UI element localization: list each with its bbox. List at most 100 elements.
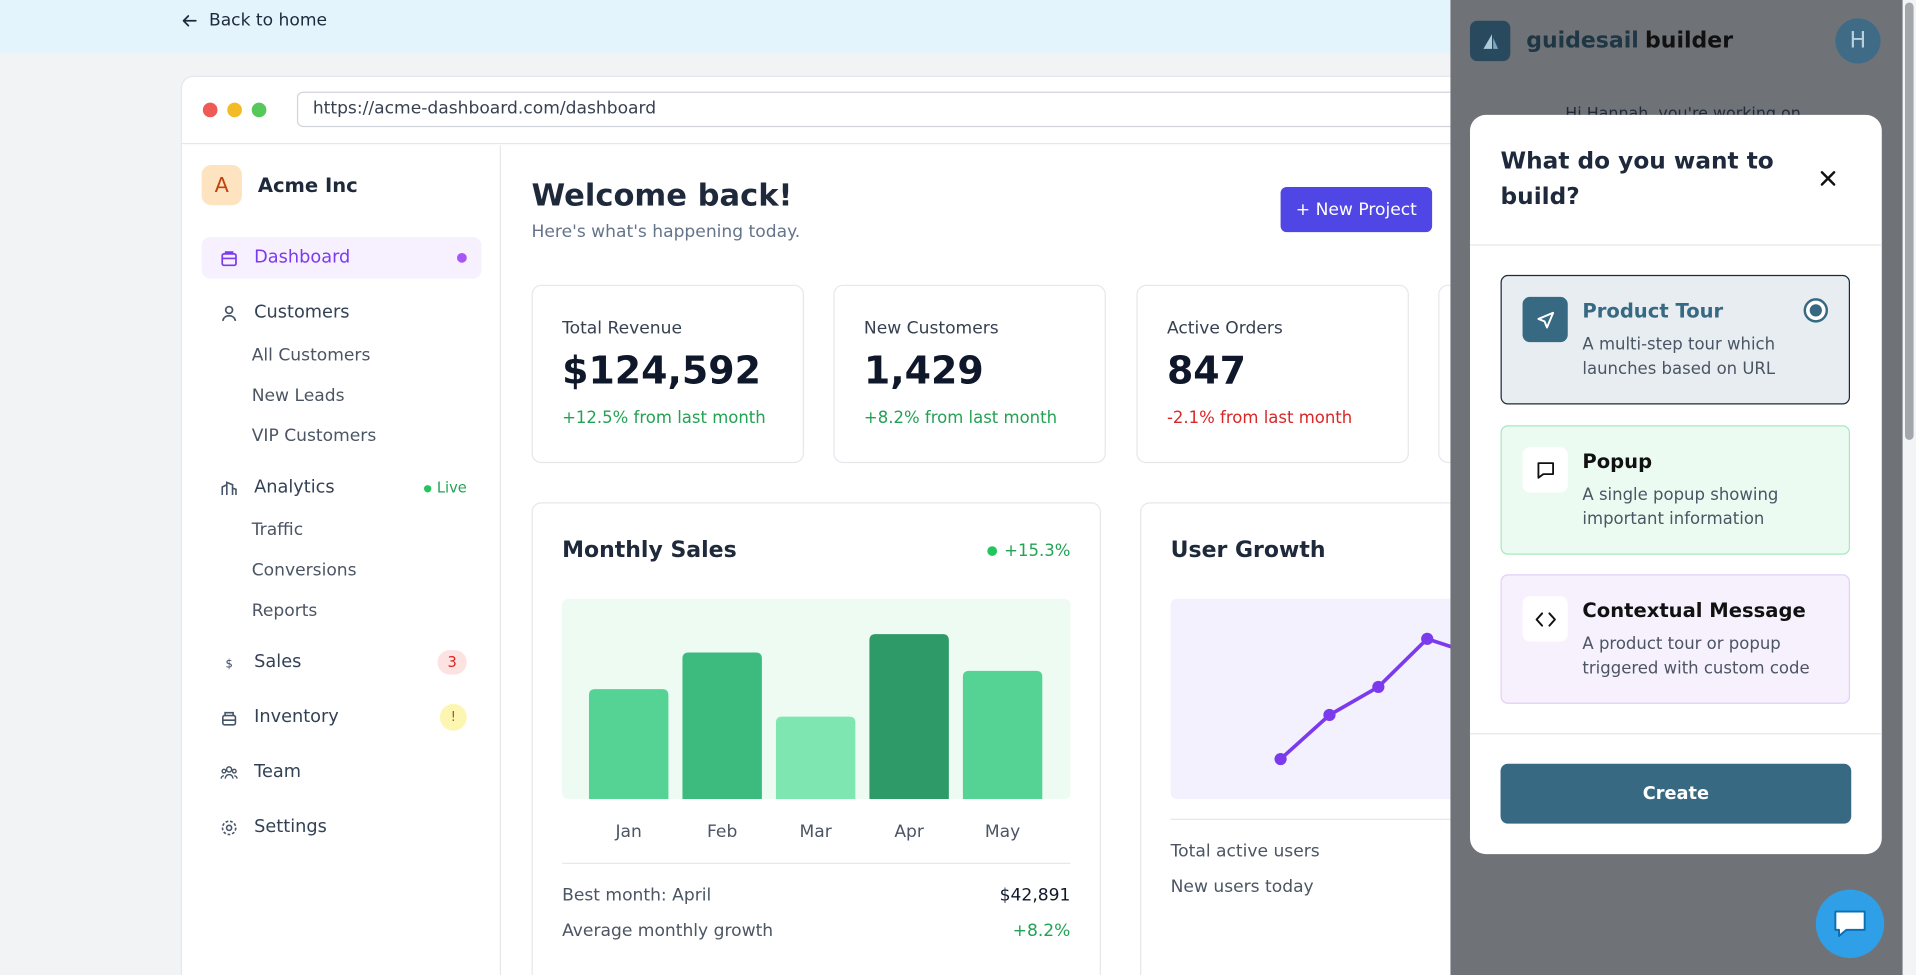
sales-count-badge: 3 <box>437 650 467 675</box>
radio-selected[interactable] <box>1803 298 1829 323</box>
bar-jan[interactable] <box>588 689 669 800</box>
brand: A Acme Inc <box>201 164 358 206</box>
sidebar-item-settings[interactable]: Settings <box>202 806 482 848</box>
sidebar-subitem-vip-customers[interactable]: VIP Customers <box>251 426 377 447</box>
browser-chrome: https://acme-dashboard.com/dashboard <box>182 77 1500 145</box>
brand-avatar: A <box>201 164 242 206</box>
analytics-icon <box>219 478 239 498</box>
growth-point-1[interactable] <box>1274 752 1287 766</box>
monthly-sales-panel: Monthly Sales +15.3% Jan Feb Mar Apr May Bes… <box>531 502 1101 975</box>
sidebar-subitem-reports[interactable]: Reports <box>251 601 318 621</box>
sidebar-subitem-conversions[interactable]: Conversions <box>251 560 357 581</box>
back-to-home-link[interactable]: Back to home <box>181 11 327 31</box>
bar-feb[interactable] <box>682 652 762 800</box>
stat-change: +8.2% from last month <box>863 408 1058 428</box>
stat-card-orders: Active Orders 847 -2.1% from last month <box>1136 284 1409 464</box>
divider <box>1469 733 1882 735</box>
active-dot <box>457 252 467 263</box>
bar-label-jan: Jan <box>615 822 642 842</box>
option-title: Popup <box>1582 449 1653 473</box>
option-desc: A multi-step tour which launches based o… <box>1582 334 1776 379</box>
create-button[interactable]: Create <box>1500 763 1852 824</box>
scrollbar-thumb[interactable] <box>1905 2 1914 440</box>
main-content: Welcome back! Here's what's happening to… <box>502 145 1500 975</box>
option-desc: A single popup showing important informa… <box>1582 485 1779 530</box>
sales-growth-badge: +15.3% <box>987 541 1070 561</box>
stat-label: Total Revenue <box>562 318 682 339</box>
sidebar-subitem-traffic[interactable]: Traffic <box>251 520 304 541</box>
stat-card-customers: New Customers 1,429 +8.2% from last mont… <box>833 284 1106 464</box>
builder-brand: guidesail builder <box>1469 20 1734 62</box>
scrollbar[interactable] <box>1902 0 1916 975</box>
sidebar-item-label: Customers <box>254 303 350 323</box>
user-growth-panel: User Growth Total active users New users… <box>1140 502 1500 975</box>
growth-point-3[interactable] <box>1372 680 1385 694</box>
new-project-button[interactable]: + New Project <box>1280 186 1433 233</box>
browser-window: https://acme-dashboard.com/dashboard A A… <box>180 75 1501 975</box>
stat-label: New Customers <box>863 318 999 339</box>
close-icon[interactable] <box>1816 166 1840 190</box>
address-bar[interactable]: https://acme-dashboard.com/dashboard <box>296 91 1500 128</box>
growth-point-4[interactable] <box>1421 632 1434 645</box>
stat-label: Active Orders <box>1166 318 1283 339</box>
stat-change: +12.5% from last month <box>562 408 766 428</box>
sidebar-item-inventory[interactable]: Inventory ! <box>202 697 482 739</box>
option-title: Product Tour <box>1582 299 1724 323</box>
divider <box>1469 244 1882 246</box>
option-product-tour[interactable]: Product Tour A multi-step tour which lau… <box>1500 274 1851 405</box>
sidebar-item-dashboard[interactable]: Dashboard <box>201 237 482 279</box>
divider <box>1170 818 1500 820</box>
box-icon <box>219 708 239 728</box>
sail-logo-icon <box>1469 20 1511 62</box>
chat-launcher-button[interactable] <box>1815 889 1885 959</box>
send-icon <box>1522 296 1568 343</box>
brand-builder: builder <box>1645 28 1734 54</box>
growth-dot <box>987 546 997 556</box>
sidebar: A Acme Inc Dashboard Customers All Custo… <box>182 145 501 975</box>
option-title: Contextual Message <box>1582 598 1806 622</box>
live-label: Live <box>436 479 467 497</box>
message-icon <box>1522 447 1568 493</box>
maximize-dot[interactable] <box>251 102 267 118</box>
sidebar-item-customers[interactable]: Customers <box>202 292 482 334</box>
new-users-today-label: New users today <box>1170 877 1314 897</box>
sidebar-item-sales[interactable]: $ Sales 3 <box>202 642 482 684</box>
bar-may[interactable] <box>962 670 1043 800</box>
minimize-dot[interactable] <box>227 102 242 118</box>
page-title: Welcome back! <box>531 177 793 213</box>
brand-guidesail: guidesail <box>1526 28 1639 54</box>
bar-mar[interactable] <box>775 716 856 800</box>
live-dot <box>424 484 432 492</box>
bar-label-apr: Apr <box>894 822 925 842</box>
sidebar-item-analytics[interactable]: Analytics Live <box>202 467 482 509</box>
user-avatar[interactable]: H <box>1835 18 1881 64</box>
close-dot[interactable] <box>202 102 218 118</box>
user-icon <box>219 303 239 323</box>
dollar-icon: $ <box>219 653 239 673</box>
stat-value: 1,429 <box>863 349 984 394</box>
avg-growth-label: Average monthly growth <box>562 921 774 941</box>
bar-chart <box>588 634 1043 800</box>
growth-point-2[interactable] <box>1323 708 1336 722</box>
best-month-value: $42,891 <box>999 885 1071 906</box>
option-contextual-message[interactable]: Contextual Message A product tour or pop… <box>1500 574 1851 704</box>
option-popup[interactable]: Popup A single popup showing important i… <box>1500 425 1851 555</box>
bar-label-feb: Feb <box>707 822 737 842</box>
live-badge: Live <box>424 479 467 497</box>
dashboard-icon <box>219 248 239 268</box>
page-subtitle: Here's what's happening today. <box>531 222 801 242</box>
svg-text:$: $ <box>225 656 232 670</box>
sidebar-item-label: Sales <box>254 652 302 673</box>
bar-chart-area <box>562 598 1071 800</box>
sidebar-subitem-all-customers[interactable]: All Customers <box>251 345 371 366</box>
sidebar-item-label: Dashboard <box>254 248 351 268</box>
brand-name: Acme Inc <box>257 173 358 197</box>
bar-apr[interactable] <box>869 634 949 800</box>
sidebar-item-team[interactable]: Team <box>202 751 482 793</box>
arrow-left-icon <box>182 15 197 27</box>
sidebar-subitem-new-leads[interactable]: New Leads <box>251 386 345 406</box>
gear-icon <box>219 817 239 837</box>
code-icon <box>1522 596 1568 642</box>
chat-icon <box>1834 910 1866 937</box>
